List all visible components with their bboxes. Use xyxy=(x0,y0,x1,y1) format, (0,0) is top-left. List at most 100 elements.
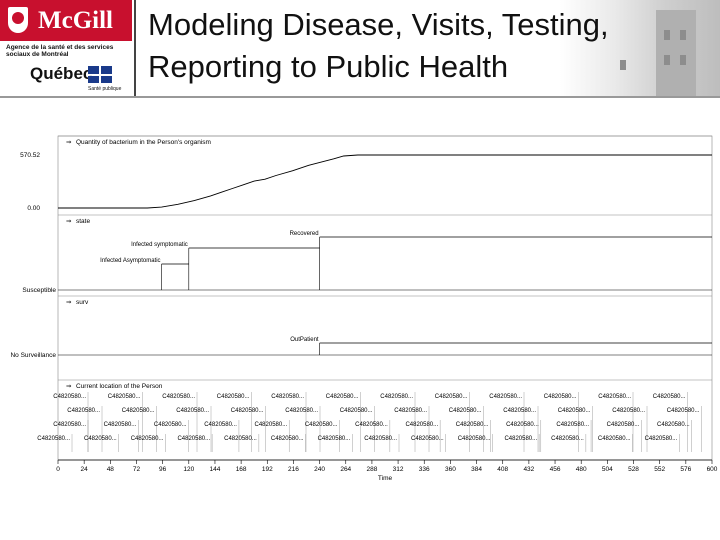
building-window xyxy=(620,60,626,70)
location-label: C4820580... xyxy=(364,436,397,442)
location-label: C4820580... xyxy=(162,394,195,400)
panel-title-arrow-icon: ⇒ xyxy=(66,218,72,225)
location-label: C4820580... xyxy=(285,408,318,414)
location-label: C4820580... xyxy=(504,436,537,442)
slide-title: Modeling Disease, Visits, Testing, Repor… xyxy=(148,4,708,88)
x-tick-label: 456 xyxy=(550,466,561,473)
location-label: C4820580... xyxy=(326,394,359,400)
location-label: C4820580... xyxy=(67,408,100,414)
building-tower xyxy=(656,10,696,96)
location-label: C4820580... xyxy=(558,408,591,414)
slide-header: McGill Agence de la santé et des service… xyxy=(0,0,720,96)
quebec-text: Québec xyxy=(30,64,93,83)
location-label: C4820580... xyxy=(37,436,70,442)
x-tick-label: 528 xyxy=(628,466,639,473)
x-tick-label: 432 xyxy=(523,466,534,473)
location-label: C4820580... xyxy=(657,422,690,428)
location-label: C4820580... xyxy=(435,394,468,400)
shield-icon xyxy=(8,7,28,33)
x-tick-label: 360 xyxy=(445,466,456,473)
timeline-chart: ⇒ Quantity of bacterium in the Person's o… xyxy=(10,135,718,482)
building-window xyxy=(680,30,686,40)
panel-title-arrow-icon: ⇒ xyxy=(66,299,72,306)
location-label: C4820580... xyxy=(489,394,522,400)
location-label: C4820580... xyxy=(598,394,631,400)
logo-text: McGill xyxy=(38,7,113,34)
building-window xyxy=(680,55,686,65)
x-tick-label: 264 xyxy=(340,466,351,473)
location-label: C4820580... xyxy=(667,408,700,414)
location-label: C4820580... xyxy=(305,422,338,428)
location-label: C4820580... xyxy=(503,408,536,414)
location-label: C4820580... xyxy=(177,436,210,442)
location-label: C4820580... xyxy=(411,436,444,442)
building-photo xyxy=(560,0,720,96)
location-label: C4820580... xyxy=(108,394,141,400)
x-tick-label: 168 xyxy=(236,466,247,473)
y-tick-label: No Surveillance xyxy=(10,352,56,359)
x-tick-label: 24 xyxy=(81,466,89,473)
x-tick-label: 144 xyxy=(210,466,221,473)
panel-title: Quantity of bacterium in the Person's or… xyxy=(76,139,211,146)
x-tick-label: 504 xyxy=(602,466,613,473)
location-label: C4820580... xyxy=(176,408,209,414)
x-tick-label: 480 xyxy=(576,466,587,473)
location-label: C4820580... xyxy=(154,422,187,428)
location-label: C4820580... xyxy=(653,394,686,400)
bacterium-series-line xyxy=(58,154,712,209)
x-tick-label: 288 xyxy=(366,466,377,473)
location-label: C4820580... xyxy=(224,436,257,442)
location-label: C4820580... xyxy=(394,408,427,414)
fleurdelise-icon xyxy=(88,66,112,83)
x-tick-label: 120 xyxy=(183,466,194,473)
x-tick-label: 0 xyxy=(56,466,60,473)
x-tick-label: 336 xyxy=(419,466,430,473)
x-tick-label: 576 xyxy=(680,466,691,473)
location-label: C4820580... xyxy=(318,436,351,442)
location-label: C4820580... xyxy=(544,394,577,400)
step-label: Infected Asymptomatic xyxy=(100,258,160,264)
x-tick-label: 408 xyxy=(497,466,508,473)
y-tick-label: 0.00 xyxy=(27,205,40,212)
agency-text: Agence de la santé et des services socia… xyxy=(6,44,114,58)
panel-title: state xyxy=(76,218,90,225)
location-label: C4820580... xyxy=(271,394,304,400)
x-tick-label: 48 xyxy=(107,466,115,473)
x-tick-label: 384 xyxy=(471,466,482,473)
x-tick-label: 72 xyxy=(133,466,141,473)
location-label: C4820580... xyxy=(556,422,589,428)
location-label: C4820580... xyxy=(217,394,250,400)
location-label: C4820580... xyxy=(122,408,155,414)
location-label: C4820580... xyxy=(53,394,86,400)
panel-title-arrow-icon: ⇒ xyxy=(66,383,72,390)
panel-title: Current location of the Person xyxy=(76,383,163,390)
x-axis-label: Time xyxy=(378,475,393,482)
building-window xyxy=(664,55,670,65)
header-divider xyxy=(134,0,136,96)
mcgill-logo: McGill xyxy=(0,0,132,41)
y-tick-label: 570.52 xyxy=(20,152,40,159)
location-label: C4820580... xyxy=(380,394,413,400)
y-tick-label: Susceptible xyxy=(22,287,56,294)
location-label: C4820580... xyxy=(340,408,373,414)
location-label: C4820580... xyxy=(612,408,645,414)
location-label: C4820580... xyxy=(131,436,164,442)
location-label: C4820580... xyxy=(551,436,584,442)
location-label: C4820580... xyxy=(645,436,678,442)
title-line-2: Reporting to Public Health xyxy=(148,49,509,84)
location-label: C4820580... xyxy=(449,408,482,414)
panel-title: surv xyxy=(76,299,89,306)
location-label: C4820580... xyxy=(598,436,631,442)
building-window xyxy=(664,30,670,40)
x-tick-label: 96 xyxy=(159,466,167,473)
location-label: C4820580... xyxy=(53,422,86,428)
location-label: C4820580... xyxy=(355,422,388,428)
sante-text: Santé publique xyxy=(88,86,122,92)
step-label: Recovered xyxy=(290,231,319,237)
x-tick-label: 240 xyxy=(314,466,325,473)
title-line-1: Modeling Disease, Visits, Testing, xyxy=(148,7,609,42)
location-label: C4820580... xyxy=(405,422,438,428)
x-tick-label: 312 xyxy=(393,466,404,473)
panel-title-arrow-icon: ⇒ xyxy=(66,139,72,146)
location-label: C4820580... xyxy=(84,436,117,442)
